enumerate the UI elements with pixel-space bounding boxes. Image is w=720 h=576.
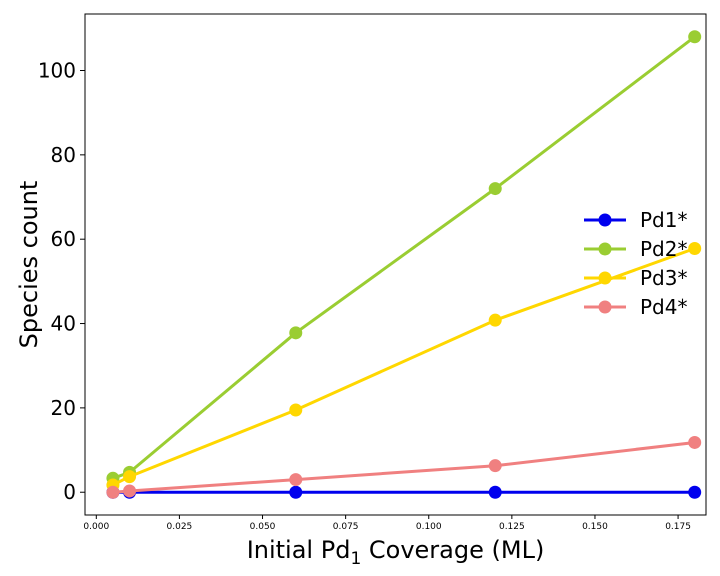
legend-item: Pd4* [584, 295, 687, 319]
legend-label: Pd3* [640, 266, 687, 290]
data-point [123, 484, 137, 498]
y-tick-label: 40 [51, 312, 76, 336]
legend-marker [598, 271, 612, 285]
x-tick-label: 0.150 [582, 522, 608, 532]
data-point [688, 241, 702, 255]
data-point [488, 485, 502, 499]
x-tick-label: 0.000 [83, 522, 109, 532]
x-tick-label: 0.025 [167, 522, 193, 532]
legend-marker [598, 213, 612, 227]
legend-item: Pd2* [584, 237, 687, 261]
data-point [123, 470, 137, 484]
x-axis-title: Initial Pd1 Coverage (ML) [247, 536, 545, 569]
x-tick-label: 0.050 [250, 522, 276, 532]
data-point [688, 30, 702, 44]
legend-label: Pd1* [640, 208, 687, 232]
legend-item: Pd1* [584, 208, 687, 232]
y-tick-label: 100 [38, 59, 76, 83]
x-axis-title-tail: Coverage (ML) [361, 536, 544, 564]
data-point [688, 435, 702, 449]
x-tick-label: 0.125 [499, 522, 525, 532]
series-pd4 [106, 435, 702, 499]
series-pd2 [106, 30, 702, 485]
x-tick-label: 0.175 [665, 522, 691, 532]
legend-marker [598, 242, 612, 256]
series-layer [106, 30, 702, 499]
y-tick-label: 60 [51, 227, 76, 251]
y-axis-title: Species count [15, 181, 43, 349]
series-line [112, 441, 695, 494]
data-point [289, 403, 303, 417]
x-axis-title-subscript: 1 [350, 549, 361, 569]
y-tick-label: 0 [63, 480, 76, 504]
data-point [289, 485, 303, 499]
x-axis-title-main: Initial Pd [247, 536, 351, 564]
data-point [289, 326, 303, 340]
data-point [106, 485, 120, 499]
data-point [289, 473, 303, 487]
data-point [688, 485, 702, 499]
legend-label: Pd2* [640, 237, 687, 261]
data-point [488, 313, 502, 327]
legend-item: Pd3* [584, 266, 687, 290]
data-point [488, 182, 502, 196]
series-line [112, 35, 696, 480]
legend: Pd1* Pd2* Pd3* Pd4* [584, 208, 687, 319]
y-tick-label: 80 [51, 143, 76, 167]
plot-area: 0.000 0.025 0.050 0.075 0.100 0.125 0.150 0.175… [38, 13, 707, 532]
data-point [488, 459, 502, 473]
legend-marker [598, 300, 612, 314]
x-tick-label: 0.100 [416, 522, 442, 532]
axes-frame [84, 13, 707, 516]
x-tick-label: 0.075 [333, 522, 359, 532]
y-tick-label: 20 [51, 396, 76, 420]
legend-label: Pd4* [640, 295, 687, 319]
